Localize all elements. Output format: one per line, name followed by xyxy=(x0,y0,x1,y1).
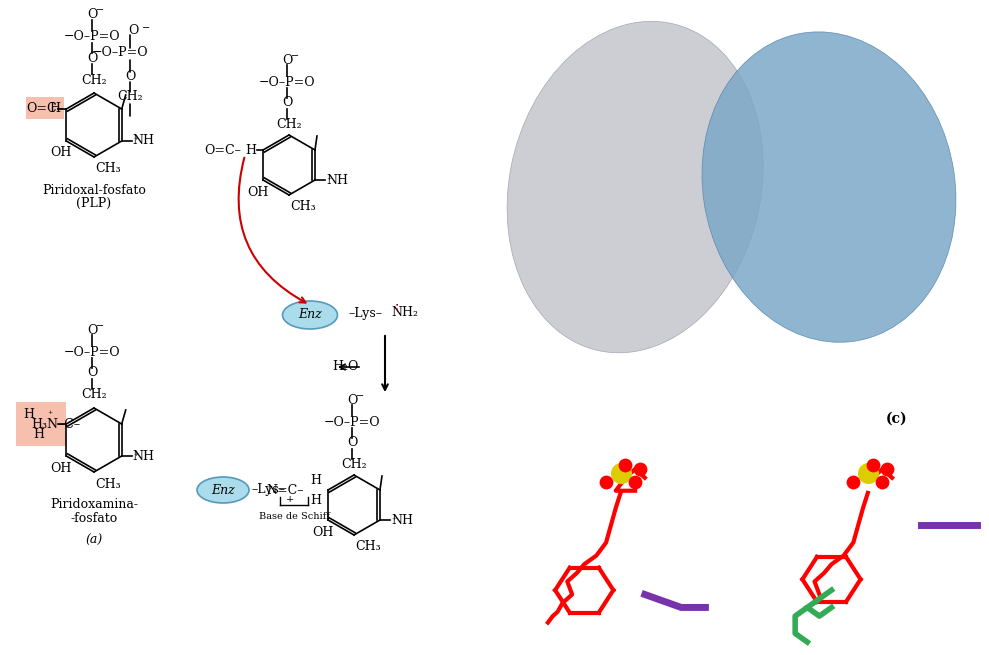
Point xyxy=(864,460,880,470)
Point xyxy=(612,468,629,479)
Point xyxy=(860,468,876,479)
Text: H: H xyxy=(311,474,321,487)
Text: −O–P=O: −O–P=O xyxy=(259,75,315,88)
Text: −O–P=O: −O–P=O xyxy=(63,31,121,43)
Text: H: H xyxy=(245,143,256,157)
Text: CH₂: CH₂ xyxy=(276,119,302,132)
Text: ⁺: ⁺ xyxy=(134,451,138,460)
Text: NH: NH xyxy=(391,514,413,527)
Text: H: H xyxy=(23,407,34,421)
Text: O=C–: O=C– xyxy=(204,143,241,157)
Text: H₃N–C–: H₃N–C– xyxy=(32,417,81,430)
Text: Base de Schiff: Base de Schiff xyxy=(258,512,329,521)
Text: −: − xyxy=(96,7,104,16)
FancyBboxPatch shape xyxy=(27,97,64,119)
Text: Enz: Enz xyxy=(298,309,321,322)
Text: O: O xyxy=(347,394,357,407)
Text: N=C–: N=C– xyxy=(266,483,304,496)
Text: CH₂: CH₂ xyxy=(81,73,107,86)
Point xyxy=(627,477,643,487)
Text: –Lys–: –Lys– xyxy=(348,307,382,320)
Text: −: − xyxy=(142,24,150,33)
Text: +: + xyxy=(286,495,294,504)
Text: H: H xyxy=(311,493,321,506)
Text: (a): (a) xyxy=(85,534,103,546)
Text: OH: OH xyxy=(50,147,72,160)
Text: CH₃: CH₃ xyxy=(95,477,121,491)
Text: −O–P=O: −O–P=O xyxy=(63,345,121,358)
Text: −: − xyxy=(356,392,364,400)
Text: Enz: Enz xyxy=(211,483,235,496)
Text: CH₂: CH₂ xyxy=(117,90,142,103)
Text: -fosfato: -fosfato xyxy=(70,512,118,525)
Text: ⁺: ⁺ xyxy=(392,515,397,525)
Text: (PLP): (PLP) xyxy=(76,196,112,210)
Point xyxy=(879,464,895,474)
Point xyxy=(617,460,633,470)
Text: OH: OH xyxy=(247,185,269,198)
Text: O=C–: O=C– xyxy=(26,102,62,115)
Text: H: H xyxy=(33,428,44,441)
Ellipse shape xyxy=(283,301,337,329)
Text: O: O xyxy=(87,9,97,22)
FancyBboxPatch shape xyxy=(16,402,66,446)
Ellipse shape xyxy=(702,32,956,343)
Text: H₂O: H₂O xyxy=(332,360,358,373)
Text: NH: NH xyxy=(133,134,154,147)
Text: −: − xyxy=(96,322,104,331)
Point xyxy=(846,477,861,487)
Text: ⁺: ⁺ xyxy=(134,136,138,145)
Text: NH: NH xyxy=(326,174,348,187)
Text: Piridoxamina-: Piridoxamina- xyxy=(50,498,138,512)
Text: Piridoxal-fosfato: Piridoxal-fosfato xyxy=(43,183,146,196)
Text: O: O xyxy=(282,54,292,67)
Text: O: O xyxy=(87,52,97,64)
Ellipse shape xyxy=(507,22,764,353)
Text: OH: OH xyxy=(50,462,72,474)
Text: −O–P=O: −O–P=O xyxy=(92,45,148,58)
Text: O: O xyxy=(87,324,97,337)
Text: −O–P=O: −O–P=O xyxy=(323,415,381,428)
Text: O: O xyxy=(125,69,135,83)
Text: OH: OH xyxy=(313,525,333,538)
Text: CH₂: CH₂ xyxy=(81,388,107,402)
Point xyxy=(598,477,614,487)
Text: H: H xyxy=(48,102,59,115)
Text: O: O xyxy=(282,96,292,109)
Text: ṄH₂: ṄH₂ xyxy=(392,307,418,320)
Text: O: O xyxy=(128,24,138,37)
Text: O: O xyxy=(347,436,357,449)
Text: ⁺: ⁺ xyxy=(326,176,331,185)
Text: (c): (c) xyxy=(886,412,908,426)
Text: CH₃: CH₃ xyxy=(95,162,121,176)
Text: O: O xyxy=(87,367,97,379)
Ellipse shape xyxy=(197,477,249,503)
Text: CH₂: CH₂ xyxy=(341,458,367,472)
Text: −: − xyxy=(291,52,299,60)
Text: –Lys–: –Lys– xyxy=(251,483,285,496)
Text: ⁺: ⁺ xyxy=(47,409,53,419)
Point xyxy=(632,464,648,474)
Text: NH: NH xyxy=(133,449,154,462)
Text: CH₃: CH₃ xyxy=(290,200,315,214)
Point xyxy=(874,477,890,487)
Text: CH₃: CH₃ xyxy=(355,540,381,553)
Text: :: : xyxy=(395,301,400,314)
